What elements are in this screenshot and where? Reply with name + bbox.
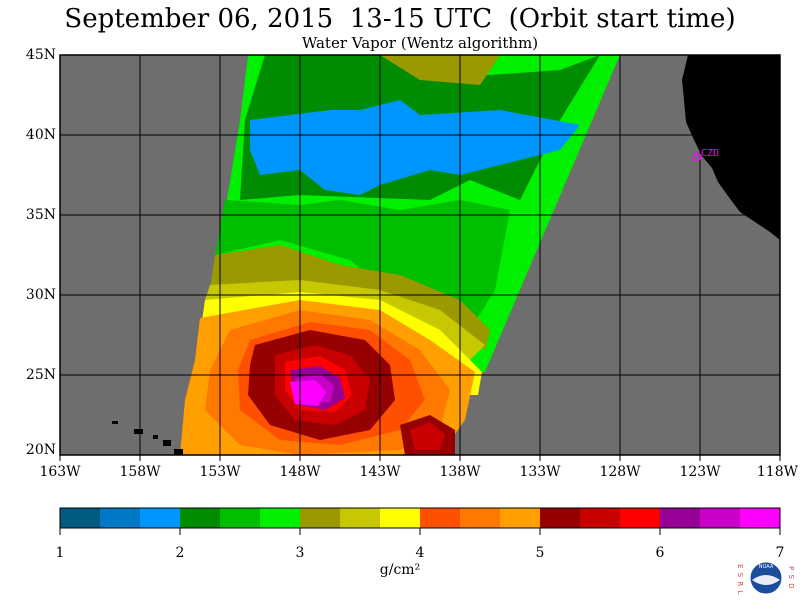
colorbar-swatch [580, 508, 621, 528]
colorbar-swatch [300, 508, 341, 528]
swath-red-blob-se-inner [410, 422, 445, 450]
lon-label-148w: 148W [279, 464, 321, 480]
station-marker: CZD [692, 148, 719, 162]
lat-label-20n: 20N [25, 442, 56, 458]
lon-label-123w: 123W [679, 464, 721, 480]
colorbar-swatch [540, 508, 581, 528]
map-subtitle: Water Vapor (Wentz algorithm) [301, 34, 539, 52]
colorbar-swatch [740, 508, 781, 528]
lat-label-30n: 30N [25, 287, 56, 303]
lon-label-133w: 133W [519, 464, 561, 480]
colorbar-swatch [660, 508, 701, 528]
colorbar-swatch [340, 508, 381, 528]
colorbar-swatch [220, 508, 261, 528]
lon-label-163w: 163W [39, 464, 81, 480]
logo-center-text: NOAA [759, 564, 774, 570]
colorbar [59, 507, 781, 535]
colorbar-tick-7: 7 [775, 545, 785, 561]
lat-label-25n: 25N [25, 367, 56, 383]
lat-label-45n: 45N [25, 47, 56, 63]
colorbar-tick-6: 6 [655, 545, 665, 561]
station-label: CZD [701, 148, 719, 159]
hawaii-islands [112, 421, 183, 455]
swath-blue-region [250, 100, 580, 195]
lat-label-40n: 40N [25, 127, 56, 143]
logo-left-letters: E S R L [736, 564, 744, 595]
swath-olive-mid [210, 245, 490, 350]
lon-label-118w: 118W [756, 464, 798, 480]
swath [180, 55, 620, 455]
colorbar-swatch [380, 508, 421, 528]
lon-label-143w: 143W [359, 464, 401, 480]
colorbar-swatch [460, 508, 501, 528]
map-frame [59, 54, 781, 456]
swath-yellow-green [205, 280, 485, 360]
colorbar-swatch [140, 508, 181, 528]
logo-right-letters: P S D [787, 566, 795, 590]
colorbar-swatch [700, 508, 741, 528]
land-mass [682, 55, 780, 240]
colorbar-swatch [60, 508, 101, 528]
colorbar-tick-3: 3 [295, 545, 305, 561]
swath-olive-top [380, 55, 500, 85]
lon-label-138w: 138W [439, 464, 481, 480]
colorbar-swatch [180, 508, 221, 528]
colorbar-unit: g/cm² [379, 562, 421, 578]
lat-label-35n: 35N [25, 207, 56, 223]
grid-lines [60, 55, 780, 455]
swath-magenta-core [290, 380, 326, 406]
noaa-esrl-logo: E S R L NOAA P S D [736, 561, 795, 595]
colorbar-tick-1: 1 [55, 545, 65, 561]
lon-ticks [59, 455, 781, 461]
colorbar-tick-4: 4 [415, 545, 425, 561]
lon-label-153w: 153W [199, 464, 241, 480]
colorbar-swatch [500, 508, 541, 528]
colorbar-swatch [100, 508, 141, 528]
colorbar-tick-2: 2 [175, 545, 185, 561]
colorbar-tick-5: 5 [535, 545, 545, 561]
lon-label-158w: 158W [119, 464, 161, 480]
map-title: September 06, 2015 13-15 UTC (Orbit star… [64, 4, 736, 34]
lon-label-128w: 128W [599, 464, 641, 480]
colorbar-swatch [420, 508, 461, 528]
colorbar-swatch [260, 508, 301, 528]
colorbar-swatch [620, 508, 661, 528]
